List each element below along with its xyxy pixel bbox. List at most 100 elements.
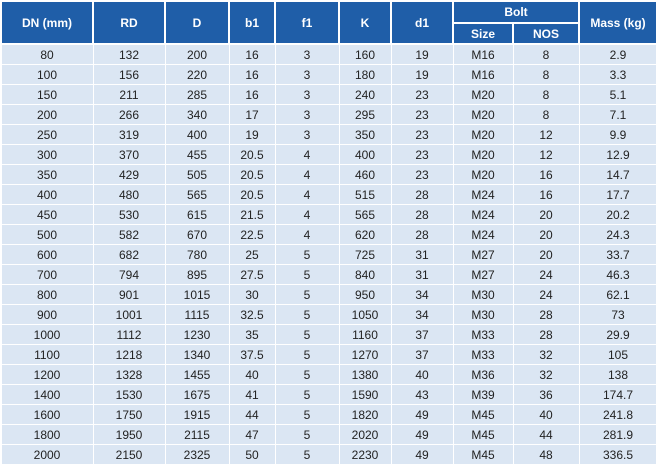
table-cell: 336.5 xyxy=(578,444,656,465)
table-cell: 200 xyxy=(164,43,230,65)
table-cell: 3 xyxy=(274,104,340,125)
table-cell: 901 xyxy=(92,284,166,305)
table-row: 300 370 455 20.5 4 400 23 M20 12 12.9 xyxy=(0,144,656,165)
table-cell: 670 xyxy=(164,224,230,245)
table-cell: 32 xyxy=(512,364,580,385)
table-cell: 350 xyxy=(0,164,94,185)
table-cell: 1380 xyxy=(338,364,392,385)
table-cell: 5.1 xyxy=(578,84,656,105)
table-cell: 5 xyxy=(274,384,340,405)
column-header: f1 xyxy=(274,0,340,45)
table-cell: 40 xyxy=(390,364,454,385)
table-row: 1800 1950 2115 47 5 2020 49 M45 44 281.9 xyxy=(0,424,656,445)
table-cell: 1115 xyxy=(164,304,230,325)
table-cell: 295 xyxy=(338,104,392,125)
table-cell: 1160 xyxy=(338,324,392,345)
table-cell: 4 xyxy=(274,184,340,205)
table-cell: 281.9 xyxy=(578,424,656,445)
table-row: 1100 1218 1340 37.5 5 1270 37 M33 32 105 xyxy=(0,344,656,365)
table-cell: M33 xyxy=(452,324,514,345)
table-cell: 1590 xyxy=(338,384,392,405)
table-cell: M27 xyxy=(452,244,514,265)
table-cell: 37 xyxy=(390,324,454,345)
table-cell: 156 xyxy=(92,64,166,85)
table-cell: 47 xyxy=(228,424,276,445)
table-cell: 36 xyxy=(512,384,580,405)
table-cell: 780 xyxy=(164,244,230,265)
table-row: 1600 1750 1915 44 5 1820 49 M45 40 241.8 xyxy=(0,404,656,425)
table-cell: 620 xyxy=(338,224,392,245)
table-row: 800 901 1015 30 5 950 34 M30 24 62.1 xyxy=(0,284,656,305)
table-cell: 100 xyxy=(0,64,94,85)
table-cell: 29.9 xyxy=(578,324,656,345)
table-cell: 160 xyxy=(338,43,392,65)
table-cell: M33 xyxy=(452,344,514,365)
column-header: Size xyxy=(452,22,514,45)
table-row: 350 429 505 20.5 4 460 23 M20 16 14.7 xyxy=(0,164,656,185)
header-row: Size NOS xyxy=(1,22,656,45)
table-cell: 8 xyxy=(512,84,580,105)
table-cell: 2325 xyxy=(164,444,230,465)
table-cell: 7.1 xyxy=(578,104,656,125)
table-cell: 1340 xyxy=(164,344,230,365)
table-cell: 400 xyxy=(0,184,94,205)
table-cell: 5 xyxy=(274,244,340,265)
table-cell: 25 xyxy=(228,244,276,265)
table-cell: 1750 xyxy=(92,404,166,425)
table-cell: M45 xyxy=(452,444,514,465)
table-cell: 17.7 xyxy=(578,184,656,205)
table-cell: 28 xyxy=(512,324,580,345)
table-cell: 12 xyxy=(512,144,580,165)
table-cell: 23 xyxy=(390,144,454,165)
table-row: 400 480 565 20.5 4 515 28 M24 16 17.7 xyxy=(0,184,656,205)
table-cell: M45 xyxy=(452,424,514,445)
table-row: 80 132 200 16 3 160 19 M16 8 2.9 xyxy=(0,43,656,65)
table-cell: 840 xyxy=(338,264,392,285)
table-cell: 5 xyxy=(274,344,340,365)
table-cell: 1820 xyxy=(338,404,392,425)
table-cell: 240 xyxy=(338,84,392,105)
table-cell: 49 xyxy=(390,424,454,445)
table-cell: 1001 xyxy=(92,304,166,325)
table-cell: M45 xyxy=(452,404,514,425)
table-cell: 105 xyxy=(578,344,656,365)
table-cell: 28 xyxy=(390,204,454,225)
table-cell: 20.5 xyxy=(228,164,276,185)
table-cell: 600 xyxy=(0,244,94,265)
group-header: Bolt xyxy=(451,0,581,24)
table-cell: 16 xyxy=(228,43,276,65)
table-cell: 43 xyxy=(390,384,454,405)
table-cell: 1675 xyxy=(164,384,230,405)
table-cell: 49 xyxy=(390,444,454,465)
table-cell: 250 xyxy=(0,124,94,145)
column-header: b1 xyxy=(228,0,276,45)
table-cell: 2000 xyxy=(0,444,94,465)
table-cell: 8 xyxy=(512,43,580,65)
table-cell: M24 xyxy=(452,224,514,245)
table-cell: 32.5 xyxy=(228,304,276,325)
table-cell: 20.2 xyxy=(578,204,656,225)
table-cell: 2230 xyxy=(338,444,392,465)
table-cell: 20.5 xyxy=(228,144,276,165)
table-cell: 41 xyxy=(228,384,276,405)
table-row: 200 266 340 17 3 295 23 M20 8 7.1 xyxy=(0,104,656,125)
table-cell: 350 xyxy=(338,124,392,145)
table-cell: 900 xyxy=(0,304,94,325)
column-header: Mass (kg) xyxy=(578,0,656,45)
table-cell: 1200 xyxy=(0,364,94,385)
table-cell: 565 xyxy=(338,204,392,225)
table-cell: 1600 xyxy=(0,404,94,425)
table-cell: 22.5 xyxy=(228,224,276,245)
column-header: RD xyxy=(92,0,166,45)
table-cell: 5 xyxy=(274,324,340,345)
table-cell: 895 xyxy=(164,264,230,285)
table-cell: 370 xyxy=(92,144,166,165)
table-row: 100 156 220 16 3 180 19 M16 8 3.3 xyxy=(0,64,656,85)
table-row: 450 530 615 21.5 4 565 28 M24 20 20.2 xyxy=(0,204,656,225)
table-cell: 505 xyxy=(164,164,230,185)
table-cell: M20 xyxy=(452,164,514,185)
table-cell: 4 xyxy=(274,164,340,185)
table-cell: M16 xyxy=(452,64,514,85)
